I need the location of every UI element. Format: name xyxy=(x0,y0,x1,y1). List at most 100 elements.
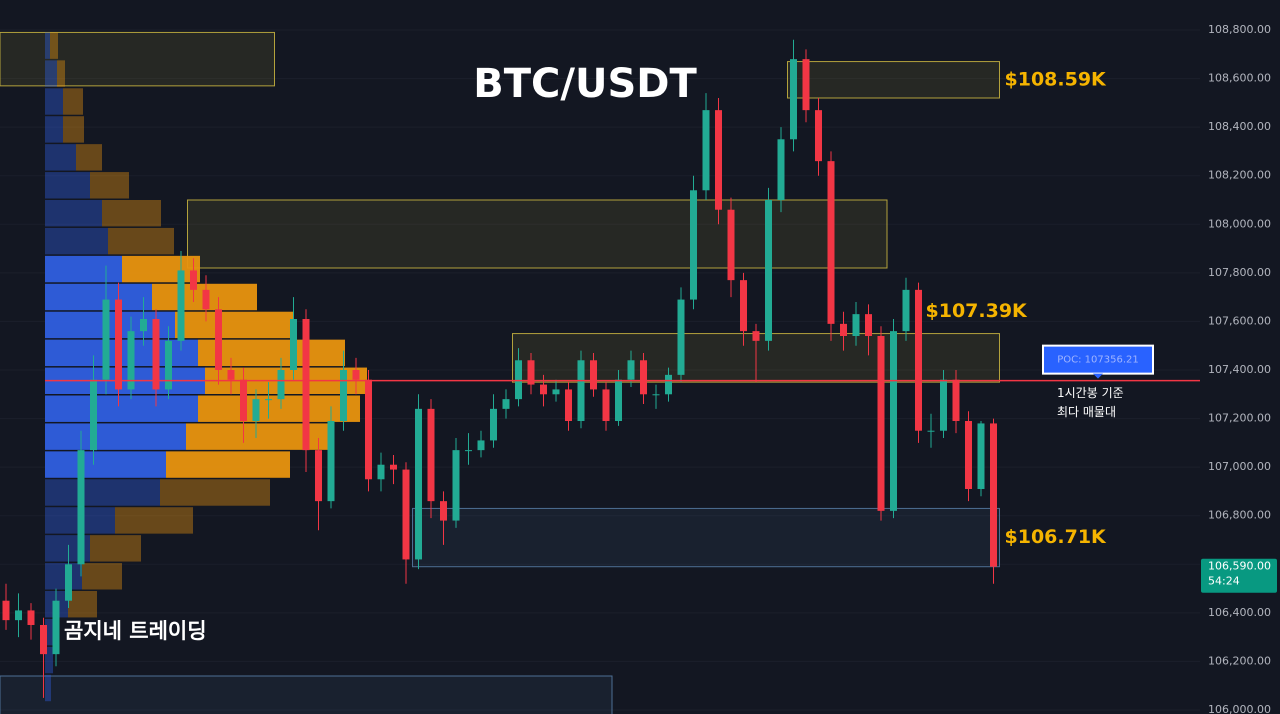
candle-body xyxy=(390,464,397,470)
candle-body xyxy=(440,501,447,521)
candle-body xyxy=(665,374,672,395)
candle-body xyxy=(690,190,697,300)
zone xyxy=(187,199,888,269)
candle-body xyxy=(615,379,622,421)
candle-body xyxy=(140,319,147,332)
candle-body xyxy=(715,110,722,210)
y-tick-label: 107,800.00 xyxy=(1208,266,1271,279)
candle-body xyxy=(377,464,385,480)
candle-body xyxy=(227,370,235,380)
volume-down xyxy=(82,563,122,590)
candle-body xyxy=(565,389,572,421)
candle-body xyxy=(552,389,560,395)
volume-down xyxy=(76,144,102,171)
candle-body xyxy=(40,625,47,655)
y-tick-label: 107,000.00 xyxy=(1208,460,1271,473)
y-tick-label: 107,200.00 xyxy=(1208,412,1271,425)
volume-down xyxy=(175,311,293,339)
volume-up xyxy=(45,479,160,506)
candle-body xyxy=(27,610,35,625)
candle-body xyxy=(302,319,310,451)
candle-body xyxy=(127,331,135,390)
candle-body xyxy=(152,319,160,390)
y-tick-label: 106,400.00 xyxy=(1208,606,1271,619)
zone xyxy=(0,31,275,87)
candle-body xyxy=(740,280,747,332)
last-price-box xyxy=(1201,558,1277,593)
candle-body xyxy=(502,399,510,409)
candle-body xyxy=(352,370,360,380)
volume-down xyxy=(90,172,129,199)
candle-body xyxy=(865,314,872,336)
volume-down xyxy=(68,591,97,618)
candle-body xyxy=(77,450,85,565)
y-tick-label: 107,400.00 xyxy=(1208,363,1271,376)
volume-down xyxy=(108,227,174,255)
poc-label: POC: 107356.21 xyxy=(1057,355,1139,366)
volume-up xyxy=(45,32,50,59)
volume-down xyxy=(166,451,290,478)
candle-body xyxy=(2,600,10,621)
candle-body xyxy=(465,450,472,452)
candle-body xyxy=(327,421,335,502)
y-tick-label: 106,000.00 xyxy=(1208,703,1271,714)
candle-body xyxy=(427,408,435,502)
y-tick-label: 108,200.00 xyxy=(1208,169,1271,182)
candle-body xyxy=(52,600,60,655)
volume-down xyxy=(57,60,65,87)
watermark: 곰지네 트레이딩 xyxy=(64,619,207,643)
candle-body xyxy=(827,161,835,324)
zone-label: $107.39K xyxy=(926,300,1029,322)
volume-up xyxy=(45,88,63,115)
y-tick-label: 108,400.00 xyxy=(1208,120,1271,133)
zone xyxy=(0,675,613,714)
candle-body xyxy=(515,360,522,400)
y-tick-label: 106,200.00 xyxy=(1208,654,1271,667)
volume-down xyxy=(186,423,332,450)
volume-up xyxy=(45,283,152,311)
candle-body xyxy=(677,299,685,375)
candle-body xyxy=(15,610,22,621)
volume-up xyxy=(45,172,90,199)
last-price-label: 106,590.00 xyxy=(1208,560,1271,573)
zone-label: $108.59K xyxy=(1005,68,1108,90)
candle-body xyxy=(702,110,710,191)
volume-up xyxy=(45,451,166,478)
volume-down xyxy=(122,255,200,283)
candle-body xyxy=(840,323,847,336)
candle-body xyxy=(777,139,785,200)
candle-body xyxy=(590,360,597,390)
countdown: 54:24 xyxy=(1208,575,1240,588)
candle-body xyxy=(902,289,910,332)
candle-body xyxy=(765,200,772,341)
volume-up xyxy=(45,227,108,255)
candle-body xyxy=(752,331,760,341)
candles xyxy=(2,39,997,698)
volume-down xyxy=(50,32,58,59)
candle-body xyxy=(265,399,272,401)
candle-body xyxy=(790,59,797,140)
candle-body xyxy=(527,360,535,385)
candle-body xyxy=(952,379,960,421)
candle-body xyxy=(165,340,172,390)
volume-down xyxy=(102,200,161,227)
zone xyxy=(412,507,1000,568)
candle-body xyxy=(927,430,935,432)
candle-body xyxy=(252,399,260,421)
candle-body xyxy=(177,270,185,341)
poc-box xyxy=(1042,344,1154,375)
poc-note: 1시간봉 기준 xyxy=(1057,386,1124,400)
candle-body xyxy=(940,379,947,431)
chart-title: BTC/USDT xyxy=(473,61,697,107)
volume-down xyxy=(160,479,270,506)
volume-down xyxy=(198,395,360,422)
candle-body xyxy=(640,360,647,395)
volume-down xyxy=(90,535,141,562)
candle-body xyxy=(602,389,610,421)
candle-body xyxy=(802,59,810,111)
volume-down xyxy=(63,116,84,143)
y-tick-label: 108,800.00 xyxy=(1208,23,1271,36)
candle-body xyxy=(90,379,97,451)
volume-up xyxy=(45,563,82,590)
